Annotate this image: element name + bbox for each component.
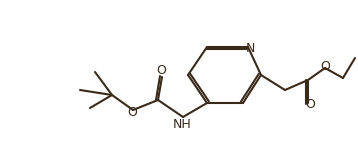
Text: N: N bbox=[245, 41, 255, 55]
Text: O: O bbox=[127, 106, 137, 119]
Text: O: O bbox=[156, 64, 166, 78]
Text: NH: NH bbox=[173, 117, 192, 130]
Text: O: O bbox=[305, 99, 315, 111]
Text: O: O bbox=[320, 60, 330, 74]
